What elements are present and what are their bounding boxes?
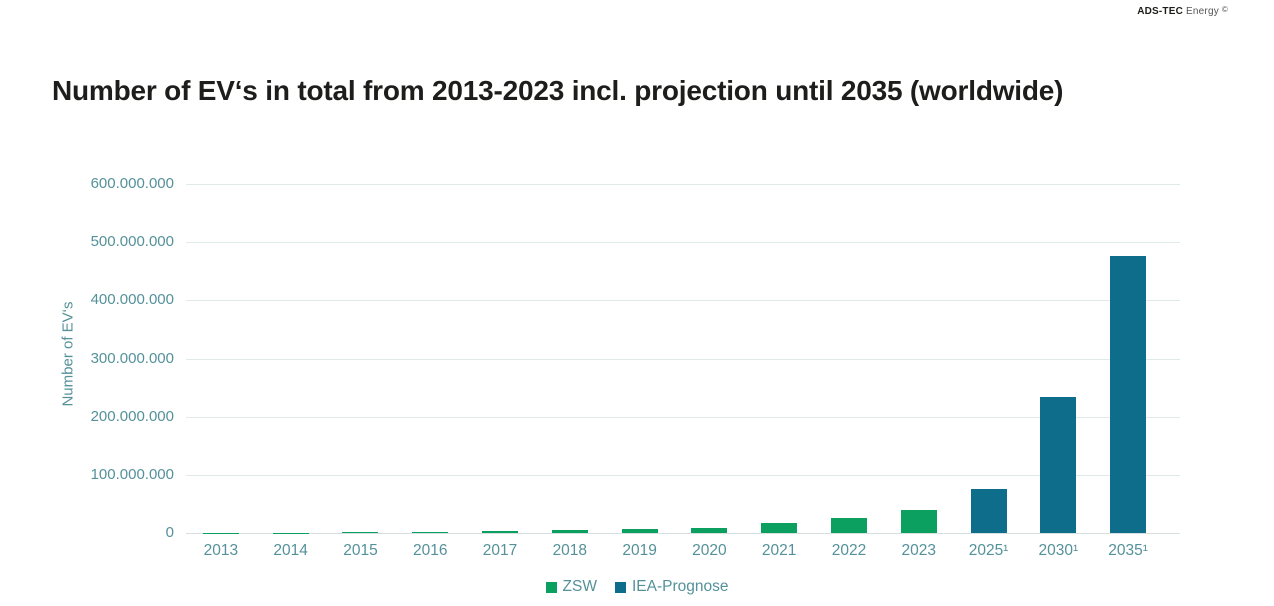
x-tick-2021: 2021 — [761, 542, 797, 559]
x-tick-2014: 2014 — [273, 542, 308, 559]
y-tick-300.000.000: 300.000.000 — [90, 349, 174, 367]
bar-2015-ZSW — [342, 532, 379, 533]
y-tick-500.000.000: 500.000.000 — [90, 233, 174, 251]
x-tick-2015: 2015 — [343, 542, 378, 559]
bar-slot-2019 — [605, 184, 675, 533]
brand-name-light: Energy © — [1186, 5, 1228, 17]
bar-slot-2017 — [465, 184, 535, 533]
bar-slot-2018 — [535, 184, 605, 533]
bar-slot-2016 — [395, 184, 465, 533]
bar-2020-ZSW — [691, 527, 728, 533]
x-tick-2035¹: 2035¹ — [1108, 542, 1148, 559]
bar-slot-2015 — [326, 184, 396, 533]
y-axis-tick-labels: 0 100.000.000 200.000.000 300.000.000 400.00… — [52, 175, 174, 541]
bar-slot-2014 — [256, 184, 326, 533]
bar-slot-2030¹ — [1023, 184, 1093, 533]
x-tick-2018: 2018 — [552, 542, 588, 559]
gridline-500.000.000 — [186, 242, 1180, 244]
bar-slot-2025¹ — [954, 184, 1024, 533]
gridline-0 — [186, 533, 1180, 534]
bar-2022-ZSW — [830, 517, 867, 533]
x-tick-2020: 2020 — [692, 542, 727, 559]
bar-2030¹-IEA-Prognose — [1040, 397, 1077, 533]
bar-2018-ZSW — [551, 530, 588, 533]
legend-item-ZSW: ZSW — [545, 578, 597, 596]
bar-2021-ZSW — [761, 523, 798, 533]
legend-label-ZSW: ZSW — [562, 578, 597, 595]
legend-swatch-IEA-Prognose — [614, 581, 626, 593]
bar-2016-ZSW — [412, 531, 449, 533]
bar-slot-2035¹ — [1093, 184, 1163, 533]
y-tick-100.000.000: 100.000.000 — [90, 465, 174, 483]
x-tick-2022: 2022 — [831, 542, 867, 559]
legend-swatch-ZSW — [545, 581, 557, 593]
legend-label-IEA-Prognose: IEA-Prognose — [631, 578, 729, 595]
bar-2019-ZSW — [621, 529, 658, 533]
bar-2017-ZSW — [482, 531, 519, 533]
bars-row — [186, 184, 1163, 533]
y-tick-600.000.000: 600.000.000 — [90, 175, 174, 192]
bar-slot-2020 — [675, 184, 745, 533]
x-tick-2030¹: 2030¹ — [1038, 542, 1079, 559]
x-axis-tick-labels: 2013 2014 2015 2016 2017 2018 2019 2020 2021 2022… — [186, 542, 1163, 562]
bar-slot-2021 — [744, 184, 814, 533]
legend: ZSW IEA-Prognose — [0, 578, 1274, 596]
bar-2035¹-IEA-Prognose — [1110, 255, 1147, 533]
copyright-symbol: © — [1221, 5, 1228, 14]
gridline-300.000.000 — [186, 358, 1180, 360]
x-tick-2019: 2019 — [622, 542, 657, 559]
gridline-600.000.000 — [186, 184, 1180, 185]
x-tick-2017: 2017 — [482, 542, 518, 559]
bar-slot-2023 — [884, 184, 954, 533]
brand-name-bold: ADS-TEC — [1137, 6, 1184, 17]
bar-2023-ZSW — [900, 509, 937, 533]
gridline-100.000.000 — [186, 474, 1180, 476]
x-tick-2013: 2013 — [203, 542, 239, 559]
gridline-200.000.000 — [186, 416, 1180, 418]
chart-title: Number of EV‘s in total from 2013-2023 i… — [52, 74, 1064, 106]
x-tick-2023: 2023 — [901, 542, 936, 559]
x-tick-2025¹: 2025¹ — [968, 542, 1009, 559]
plot-area — [186, 184, 1180, 534]
y-tick-400.000.000: 400.000.000 — [90, 291, 174, 309]
legend-item-IEA-Prognose: IEA-Prognose — [614, 578, 729, 596]
bar-slot-2013 — [186, 184, 256, 533]
brand-logo: ADS-TEC Energy © — [1137, 5, 1228, 17]
x-tick-2016: 2016 — [412, 542, 448, 559]
bar-2025¹-IEA-Prognose — [970, 489, 1007, 533]
bar-slot-2022 — [814, 184, 884, 533]
y-tick-0: 0 — [165, 524, 174, 541]
y-tick-200.000.000: 200.000.000 — [90, 407, 174, 425]
gridline-400.000.000 — [186, 300, 1180, 302]
